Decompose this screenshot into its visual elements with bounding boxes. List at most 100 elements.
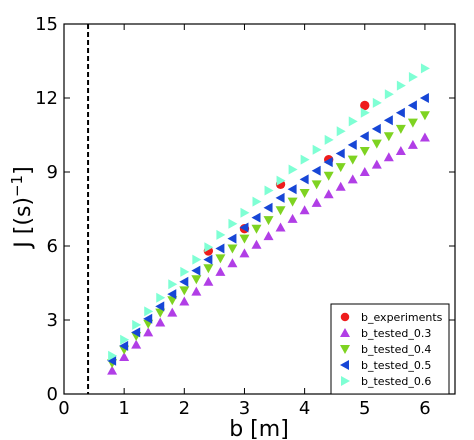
axes [63,23,456,395]
data-point [239,248,250,258]
y-tick-label: 15 [35,14,58,35]
data-point [203,254,213,265]
data-point [143,313,153,324]
data-point [323,171,334,181]
legend-box [330,303,450,395]
legend-label: b_experiments [361,311,443,324]
data-point [419,132,430,142]
data-point [347,174,358,184]
data-points [107,63,430,375]
axes-frame [63,23,456,395]
data-point [179,296,190,306]
legend-label: b_tested_0.3 [361,327,431,340]
data-point [251,239,262,249]
data-point [287,184,297,195]
data-point [335,148,345,159]
data-point [143,327,154,337]
y-axis-label-group: J [(s)−1] [8,166,36,249]
data-point [119,340,129,351]
data-point [347,139,357,150]
y-tick-label: 6 [47,236,58,257]
data-point [419,93,429,103]
y-axis-label: J [(s)−1] [8,166,36,249]
data-point [263,216,274,226]
data-point [359,131,369,142]
data-point [155,308,166,318]
data-point [383,132,394,142]
data-point [227,233,237,244]
data-point [360,107,370,118]
data-point [239,234,250,244]
data-point [348,116,358,127]
series-b_tested_0.6 [108,63,430,361]
data-point [167,307,178,317]
data-point [372,97,382,108]
data-point [240,207,250,218]
data-point [371,123,381,134]
data-point [144,306,154,317]
data-point [155,317,166,327]
data-point [216,229,226,240]
data-point [323,157,333,168]
data-point [168,279,178,290]
data-point [311,180,322,190]
data-point [215,243,225,254]
x-tick-label: 0 [58,398,69,419]
data-point [383,152,394,162]
data-point [311,165,321,176]
data-point [227,258,238,268]
y-tick-label: 12 [35,88,58,109]
data-point [383,115,393,126]
data-point [299,205,310,215]
x-tick-label: 4 [299,398,310,419]
data-point [263,231,274,241]
data-point [119,352,130,361]
x-tick-label: 2 [179,398,190,419]
data-point [287,197,298,207]
data-point [324,134,334,145]
data-point [359,147,370,157]
data-point [263,202,273,213]
legend-marker [340,345,350,354]
data-point [108,350,118,361]
data-point [323,189,334,199]
y-tick-label: 3 [47,310,58,331]
data-point [203,264,214,274]
data-point [300,154,310,165]
data-point [215,254,226,264]
data-point [407,100,417,111]
series-b_tested_0.3 [107,132,430,375]
data-point [107,365,118,375]
legend-marker [340,312,350,322]
data-point [347,155,358,165]
data-point [191,265,201,276]
y-tick-label: 9 [47,162,58,183]
data-point [276,175,286,186]
data-point [311,197,322,207]
data-point [156,292,166,303]
data-point [360,100,370,111]
data-point [287,213,298,223]
data-point [204,242,214,253]
x-tick-label: 1 [118,398,129,419]
data-point [335,181,346,191]
data-point [407,118,418,128]
data-point [239,222,249,233]
data-point [275,222,286,232]
data-point [251,212,261,223]
data-point [336,126,346,137]
data-point [335,163,346,173]
data-point [359,167,370,176]
data-point [203,276,214,286]
data-point [408,72,418,83]
x-tick-label: 6 [419,398,430,419]
legend: b_experiments b_tested_0.3 b_tested_0.4 b_t… [330,303,450,395]
data-point [179,286,190,296]
data-point [131,339,142,349]
data-point [191,286,202,296]
data-point [251,224,262,234]
data-point [407,139,418,149]
series-b_tested_0.5 [107,93,429,366]
